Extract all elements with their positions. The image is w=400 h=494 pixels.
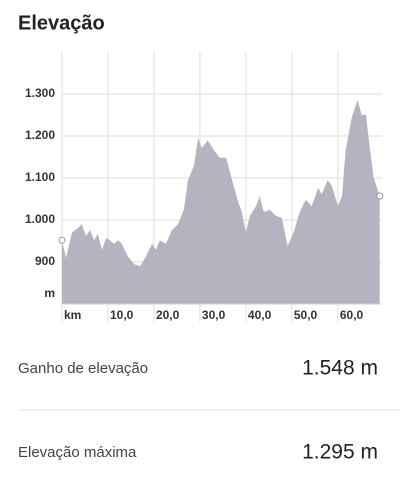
stat-value: 1.295 m xyxy=(302,441,378,464)
stat-label: Elevação máxima xyxy=(18,444,137,461)
y-tick-label: 1.000 xyxy=(25,212,55,226)
y-axis-label: m xyxy=(44,286,55,300)
endpoint-marker xyxy=(376,192,384,200)
y-tick-label: 900 xyxy=(35,254,55,268)
y-tick-label: 1.200 xyxy=(25,128,55,142)
x-axis-label: km xyxy=(64,308,81,322)
x-tick-label: 20,0 xyxy=(156,308,180,322)
x-tick-label: 40,0 xyxy=(248,308,272,322)
y-tick-label: 1.300 xyxy=(25,86,55,100)
x-tick-label: 10,0 xyxy=(110,308,134,322)
x-tick-label: 30,0 xyxy=(202,308,226,322)
endpoint-marker xyxy=(58,236,66,244)
elevation-chart: 900 1.000 1.100 1.200 1.300 10,0 20,0 30,0 40,0 5… xyxy=(25,52,384,322)
section-title: Elevação xyxy=(18,12,105,34)
stat-value: 1.548 m xyxy=(302,357,378,380)
x-tick-label: 60,0 xyxy=(340,308,364,322)
stat-label: Ganho de elevação xyxy=(18,360,148,377)
elevation-area xyxy=(62,99,380,305)
y-tick-label: 1.100 xyxy=(25,170,55,184)
x-tick-label: 50,0 xyxy=(294,308,318,322)
